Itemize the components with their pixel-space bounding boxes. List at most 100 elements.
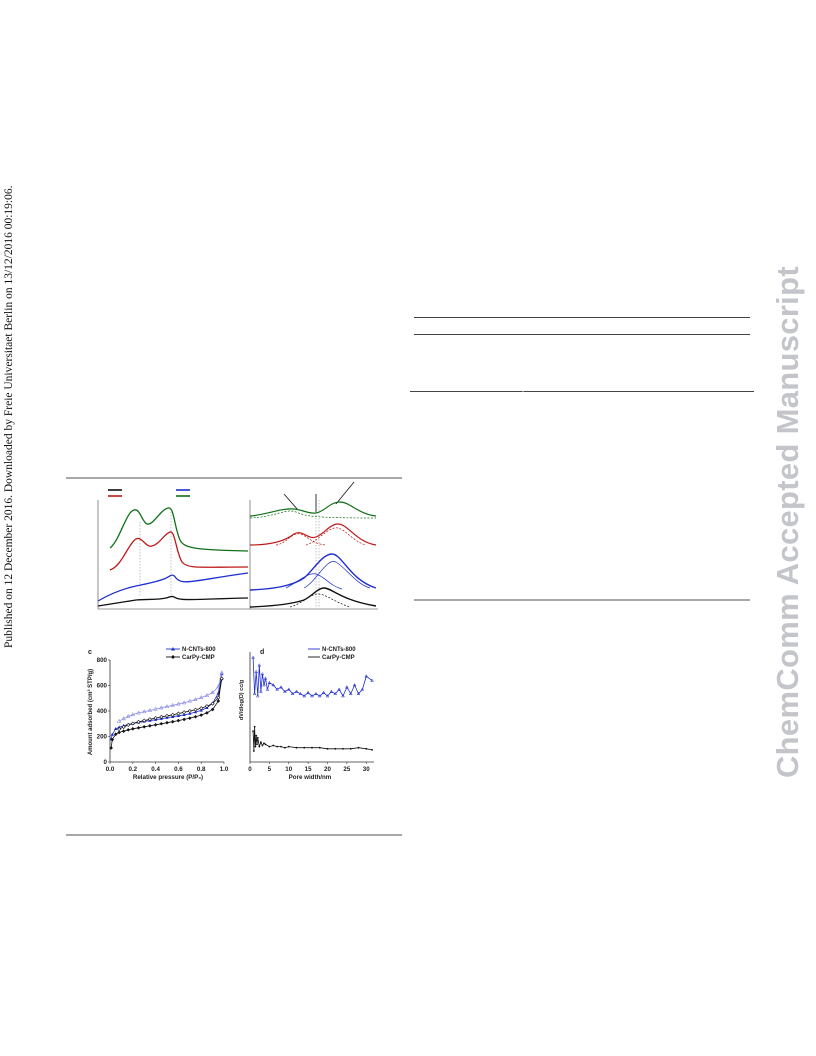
panel-d-point xyxy=(334,747,337,750)
panel-d-point xyxy=(279,685,283,689)
spectrum-green xyxy=(109,507,249,552)
panel-d-point xyxy=(283,689,287,693)
panel-c-point xyxy=(113,732,118,737)
annotation-arrow-right xyxy=(335,481,355,505)
panel-d-point xyxy=(345,685,349,689)
panel-d-point xyxy=(283,746,286,749)
panel-c-point xyxy=(199,713,203,717)
panel-d-point xyxy=(326,747,329,750)
panel-d-point xyxy=(272,744,275,747)
panel-d-point xyxy=(352,682,357,687)
panel-d-point xyxy=(311,746,313,749)
panel-c-x-tick-label: 1.0 xyxy=(220,766,229,773)
panel-d-point xyxy=(365,747,368,750)
panel-d-point xyxy=(254,745,257,748)
annotation-arrow-left xyxy=(283,493,299,511)
panel-d-point xyxy=(348,691,353,696)
panel-c-point xyxy=(193,707,198,712)
panel-c-y-tick-label: 800 xyxy=(97,657,108,664)
panel-d-point xyxy=(259,689,263,693)
accepted-manuscript-watermark: ChemComm Accepted Manuscript xyxy=(770,266,805,778)
panel-d-point xyxy=(364,674,369,678)
panel-c-series-line xyxy=(110,679,223,749)
panel-c-point xyxy=(117,727,122,732)
panel-c-point xyxy=(126,728,131,732)
panel-c-point xyxy=(170,712,175,717)
panel-c-y-tick-label: 600 xyxy=(97,683,108,690)
panel-c-point xyxy=(199,706,204,711)
table-header-rule xyxy=(414,334,750,335)
panel-d-label: d xyxy=(260,649,264,656)
panel-c-point xyxy=(204,693,210,697)
panel-c-point xyxy=(176,718,181,723)
fit-black-components xyxy=(289,593,351,608)
panel-d-x-tick-label: 10 xyxy=(285,766,292,773)
panel-d-point xyxy=(265,687,270,691)
panel-d-point xyxy=(294,689,299,693)
panel-d-point xyxy=(276,745,279,748)
panel-d-point xyxy=(259,741,262,744)
panel-d-point xyxy=(260,671,265,676)
panel-d-point xyxy=(306,690,310,694)
panel-c-point xyxy=(193,697,198,702)
panel-c-point xyxy=(182,713,186,717)
panel-d-series xyxy=(251,655,374,752)
panel-c-point xyxy=(117,725,121,729)
panel-d-x-tick-label: 30 xyxy=(363,766,370,773)
panel-d-x-tick-label: 15 xyxy=(305,766,312,773)
panel-c-point xyxy=(147,707,153,712)
panel-d-point xyxy=(263,742,265,745)
panel-d-point xyxy=(342,747,344,750)
panel-d-point xyxy=(325,693,330,698)
panel-c-point xyxy=(188,711,192,715)
panel-d-point xyxy=(298,691,303,696)
publication-side-note: Published on 12 December 2016. Downloade… xyxy=(3,185,15,648)
panel-c-point xyxy=(153,706,158,711)
panel-c-x-tick-label: 0.2 xyxy=(128,766,137,773)
fit-green xyxy=(249,501,377,517)
panel-d-point xyxy=(337,687,341,691)
panel-d-point xyxy=(271,682,276,687)
panel-d-axes: 0 5 10 15 20 25 30 xyxy=(248,652,374,773)
panel-a-legend xyxy=(108,489,190,497)
panel-d-point xyxy=(295,746,298,749)
fit-red xyxy=(249,523,377,546)
panel-c-point xyxy=(126,723,131,728)
panel-c-point xyxy=(216,699,221,703)
panel-d-point xyxy=(256,736,259,739)
panel-c-point xyxy=(210,707,215,712)
panel-d-legend: N-CNTs-800 CarPy-CMP xyxy=(308,647,356,661)
panel-c-point xyxy=(153,722,158,727)
panel-d-point xyxy=(262,682,266,687)
panel-d-point xyxy=(286,687,291,691)
panel-d-point xyxy=(263,676,268,680)
panel-d-point xyxy=(314,691,318,696)
panel-c-point xyxy=(159,721,164,726)
panel-c-point xyxy=(176,711,181,716)
panel-c-point xyxy=(205,711,209,715)
panel-c-point xyxy=(126,713,131,718)
panel-d-legend-label: CarPy-CMP xyxy=(322,655,355,661)
panel-c-point xyxy=(121,729,126,733)
panel-c-point xyxy=(131,727,135,731)
panel-d-point xyxy=(267,680,272,685)
panel-c-label: c xyxy=(88,649,92,656)
figure-panel-a xyxy=(97,489,250,610)
panel-d-point xyxy=(310,693,314,698)
panel-c-point xyxy=(170,702,175,707)
panel-c-point xyxy=(210,690,215,695)
panel-d-point xyxy=(257,663,262,667)
panel-c-point xyxy=(136,710,141,715)
panel-c-point xyxy=(136,719,141,724)
panel-d-point xyxy=(317,693,322,698)
panel-c-point xyxy=(136,726,141,730)
panel-d-x-tick-label: 5 xyxy=(268,766,272,773)
panel-d-x-tick-label: 0 xyxy=(248,766,252,773)
fit-green-components xyxy=(249,510,377,519)
fit-blue-components xyxy=(285,561,371,590)
panel-c-point xyxy=(187,698,193,703)
panel-c-point xyxy=(142,725,146,729)
panel-d-point xyxy=(349,747,352,750)
panel-c-point xyxy=(116,718,122,723)
spectrum-red xyxy=(109,531,249,571)
